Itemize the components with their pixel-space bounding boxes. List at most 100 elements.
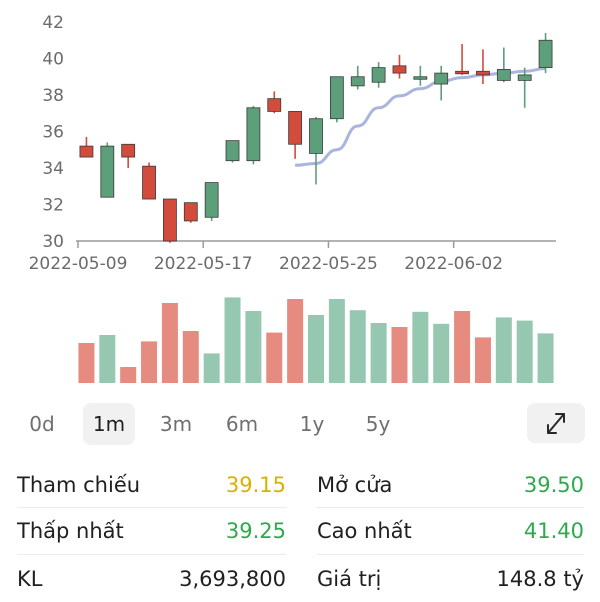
stat-reference: Tham chiếu 39.15 bbox=[17, 462, 286, 508]
candle-body bbox=[121, 143, 136, 158]
candle-body bbox=[371, 67, 386, 83]
candle-body bbox=[246, 107, 261, 162]
candle-body bbox=[476, 70, 490, 76]
y-axis: 42 40 38 36 34 32 30 bbox=[42, 13, 64, 252]
stat-volume: KL 3,693,800 bbox=[17, 556, 286, 602]
stat-high-value: 41.40 bbox=[523, 519, 584, 543]
candles bbox=[79, 32, 553, 243]
candle-body bbox=[392, 65, 407, 74]
candle bbox=[100, 142, 115, 198]
x-tick-label: 2022-05-25 bbox=[279, 254, 378, 274]
volume-bar bbox=[245, 311, 262, 383]
candle bbox=[204, 182, 219, 221]
y-tick-label: 32 bbox=[42, 196, 64, 216]
volume-bar bbox=[537, 333, 554, 383]
candle-body bbox=[309, 118, 323, 154]
candle-body bbox=[100, 145, 115, 198]
stat-open-value: 39.50 bbox=[523, 473, 584, 497]
volume-bar bbox=[328, 299, 345, 383]
candle bbox=[476, 49, 490, 85]
candle bbox=[79, 136, 94, 158]
candle-body bbox=[163, 198, 177, 242]
stat-low: Thấp nhất 39.25 bbox=[17, 508, 286, 554]
candle bbox=[246, 105, 261, 165]
stat-open: Mở cửa 39.50 bbox=[317, 462, 584, 508]
candle bbox=[538, 32, 553, 74]
volume-bar bbox=[308, 315, 324, 383]
range-tab-1y[interactable]: 1y bbox=[299, 412, 325, 436]
divider bbox=[317, 554, 584, 555]
divider bbox=[17, 554, 286, 555]
candle-body bbox=[204, 182, 219, 218]
candle bbox=[434, 65, 449, 101]
volume-bar bbox=[266, 332, 283, 383]
range-tab-6m[interactable]: 6m bbox=[225, 412, 259, 436]
y-tick-label: 36 bbox=[42, 123, 64, 143]
y-tick-label: 40 bbox=[42, 50, 64, 70]
stat-low-value: 39.25 bbox=[225, 519, 286, 543]
candle bbox=[225, 140, 240, 163]
x-tick-label: 2022-06-02 bbox=[404, 254, 503, 274]
candle bbox=[350, 65, 365, 90]
candle-body bbox=[329, 76, 344, 120]
volume-bar bbox=[474, 337, 491, 383]
y-tick-label: 42 bbox=[42, 13, 64, 33]
divider bbox=[317, 507, 584, 508]
candle bbox=[163, 198, 177, 243]
candle bbox=[121, 143, 136, 168]
candle-body bbox=[225, 140, 240, 162]
volume-bar bbox=[454, 311, 471, 383]
candle-body bbox=[79, 145, 94, 158]
candle-body bbox=[413, 76, 428, 80]
volume-bar bbox=[203, 353, 220, 383]
stat-volume-value: 3,693,800 bbox=[179, 567, 286, 591]
volume-bar bbox=[495, 317, 512, 383]
candle-body bbox=[455, 70, 469, 75]
stat-value-label: Giá trị bbox=[317, 567, 382, 591]
range-tab-5y[interactable]: 5y bbox=[365, 412, 391, 436]
expand-icon bbox=[547, 413, 565, 434]
candle bbox=[496, 47, 511, 83]
candle bbox=[455, 43, 469, 75]
candle bbox=[288, 111, 303, 159]
candle bbox=[309, 116, 323, 185]
candle bbox=[371, 62, 386, 88]
range-tab-3m[interactable]: 3m bbox=[159, 412, 193, 436]
candle-body bbox=[267, 98, 282, 112]
volume-bar bbox=[349, 310, 366, 383]
volume-bar bbox=[161, 303, 178, 383]
divider bbox=[17, 507, 286, 508]
candle bbox=[183, 202, 198, 223]
y-tick-label: 34 bbox=[42, 159, 64, 179]
volume-bar bbox=[370, 323, 387, 383]
volume-bars bbox=[78, 297, 554, 383]
range-selector: 0d 1m 3m 6m 1y 5y bbox=[0, 403, 600, 447]
volume-bar bbox=[224, 297, 241, 383]
stat-value-value: 148.8 tỷ bbox=[496, 567, 584, 591]
candle-body bbox=[434, 72, 449, 85]
volume-bar bbox=[182, 331, 199, 383]
candle-body bbox=[517, 74, 532, 81]
volume-bar bbox=[287, 299, 304, 383]
stat-low-label: Thấp nhất bbox=[17, 519, 124, 543]
candle-body bbox=[538, 39, 553, 69]
range-tab-0d[interactable]: 0d bbox=[29, 412, 55, 436]
candle bbox=[329, 76, 344, 123]
volume-bar bbox=[120, 367, 137, 383]
candle bbox=[267, 91, 282, 114]
candle-body bbox=[288, 111, 303, 145]
stat-open-label: Mở cửa bbox=[317, 473, 393, 497]
x-tick-label: 2022-05-17 bbox=[154, 254, 253, 274]
range-tab-1m[interactable]: 1m bbox=[83, 403, 135, 445]
candle-body bbox=[496, 69, 511, 81]
expand-button[interactable] bbox=[527, 403, 585, 443]
stat-high-label: Cao nhất bbox=[317, 519, 412, 543]
x-axis: 2022-05-09 2022-05-17 2022-05-25 2022-06-02 bbox=[29, 240, 556, 274]
y-tick-label: 38 bbox=[42, 86, 64, 106]
volume-bar bbox=[412, 311, 429, 383]
volume-bar bbox=[141, 341, 158, 383]
candle bbox=[517, 67, 532, 108]
candle bbox=[392, 54, 407, 79]
y-tick-label: 30 bbox=[42, 232, 64, 252]
